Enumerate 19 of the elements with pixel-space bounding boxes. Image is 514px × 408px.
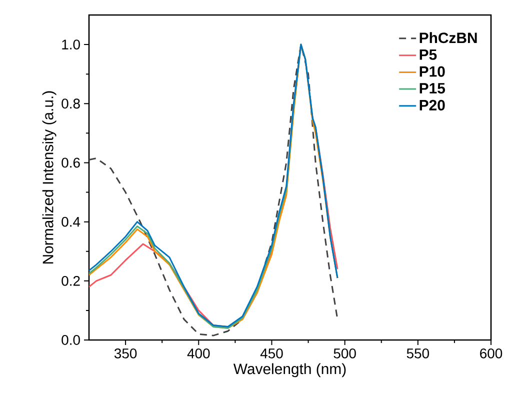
x-tick-label: 500 bbox=[334, 348, 356, 358]
legend-label: P5 bbox=[420, 49, 437, 60]
y-axis-title: Normalized Intensity (a.u.) bbox=[42, 91, 56, 264]
legend-label: P15 bbox=[420, 83, 446, 94]
legend-label: P20 bbox=[420, 100, 445, 110]
x-tick-label: 600 bbox=[480, 348, 502, 358]
legend-label: P10 bbox=[420, 66, 445, 77]
x-tick-label: 350 bbox=[114, 348, 137, 358]
x-tick-label: 550 bbox=[406, 348, 430, 358]
y-tick-label: 1.0 bbox=[62, 40, 80, 50]
x-tick-label: 400 bbox=[187, 348, 210, 358]
y-tick-label: 0.6 bbox=[62, 158, 80, 168]
y-tick-label: 0.4 bbox=[62, 216, 80, 227]
y-tick-label: 0.2 bbox=[62, 276, 80, 286]
y-tick-label: 0.0 bbox=[62, 335, 80, 345]
y-tick-label: 0.8 bbox=[62, 98, 80, 109]
legend-label: PhCzBN bbox=[420, 32, 477, 44]
x-axis-title: Wavelength (nm) bbox=[233, 363, 346, 378]
x-tick-label: 450 bbox=[260, 348, 283, 358]
